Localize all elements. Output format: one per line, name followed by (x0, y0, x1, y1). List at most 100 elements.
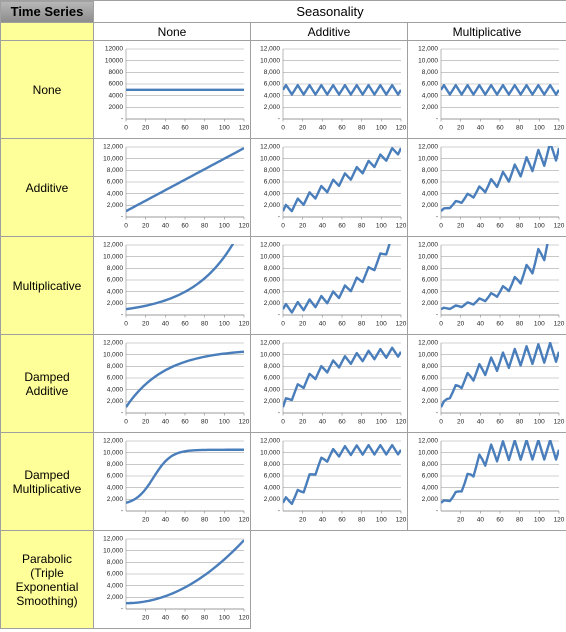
y-tick-label: 6,000 (263, 178, 280, 185)
series-line (282, 443, 401, 505)
x-tick-label: 80 (201, 320, 209, 327)
x-tick-label: 20 (142, 124, 150, 131)
x-tick-label: 120 (553, 418, 564, 425)
x-tick-label: 0 (439, 222, 443, 229)
chart-cell: - 2,000 4,000 6,000 8,000 10,000 12,000 0 20 40 60… (250, 138, 408, 237)
x-tick-label: 120 (395, 418, 406, 425)
column-header: None (93, 22, 251, 41)
chart-cell: - 2,000 4,000 6,000 8,000 10,000 12,000 0 20 40 60… (93, 334, 251, 433)
x-tick-label: 120 (238, 222, 249, 229)
y-tick-label: 6,000 (421, 178, 438, 185)
row-header: Damped Multiplicative (0, 432, 94, 531)
y-tick-label: 2,000 (263, 202, 280, 209)
y-tick-label: 8,000 (263, 461, 280, 468)
y-tick-label: 10,000 (418, 449, 438, 456)
y-tick-label: 2,000 (421, 398, 438, 405)
y-tick-label: - (435, 507, 437, 514)
x-tick-label: 60 (181, 124, 189, 131)
x-tick-label: 60 (338, 222, 346, 229)
y-tick-label: 6,000 (106, 472, 123, 479)
x-tick-label: 80 (358, 516, 366, 523)
y-tick-label: 4,000 (421, 92, 438, 99)
x-tick-label: 100 (375, 320, 386, 327)
y-tick-label: 10,000 (418, 155, 438, 162)
x-tick-label: 40 (161, 516, 169, 523)
x-tick-label: 0 (124, 124, 128, 131)
y-tick-label: 8,000 (421, 363, 438, 370)
chart-cell: - 2,000 4,000 6,000 8,000 10,000 12,000 20 40 60 8… (93, 432, 251, 531)
x-tick-label: 40 (161, 614, 169, 621)
x-tick-label: 80 (516, 124, 524, 131)
x-tick-label: 20 (299, 516, 307, 523)
x-tick-label: 100 (375, 418, 386, 425)
series-line (125, 243, 234, 310)
chart-cell: - 2,000 4,000 6,000 8,000 10,000 12,000 0 20 40 60… (250, 334, 408, 433)
y-tick-label: - (277, 409, 279, 416)
mini-chart: - 2,000 4,000 6,000 8,000 10,000 12,000 0 20 40 60… (103, 339, 250, 425)
x-tick-label: 20 (457, 418, 465, 425)
y-tick-label: 8,000 (106, 363, 123, 370)
x-tick-label: 20 (142, 222, 150, 229)
y-tick-label: - (120, 213, 122, 220)
chart-cell: - 2,000 4,000 6,000 8,000 10,000 12,000 0 20 40 60… (406, 334, 566, 433)
y-tick-label: 6,000 (106, 570, 123, 577)
x-tick-label: 20 (142, 516, 150, 523)
x-tick-label: 20 (299, 418, 307, 425)
y-tick-label: 12,000 (418, 45, 438, 52)
x-tick-label: 100 (218, 516, 229, 523)
x-tick-label: 100 (375, 124, 386, 131)
series-line (440, 83, 559, 96)
y-tick-label: 8,000 (106, 461, 123, 468)
y-tick-label: 10,000 (103, 351, 123, 358)
y-tick-label: 8,000 (263, 167, 280, 174)
y-tick-label: 2,000 (106, 594, 123, 601)
y-tick-label: 10,000 (103, 253, 123, 260)
x-tick-label: 40 (476, 320, 484, 327)
row-header: Damped Additive (0, 334, 94, 433)
y-tick-label: 4,000 (106, 288, 123, 295)
mini-chart: - 2,000 4,000 6,000 8,000 10,000 12,000 20 40 60 8… (260, 437, 407, 523)
x-tick-label: 80 (201, 516, 209, 523)
y-tick-label: - (435, 311, 437, 318)
x-tick-label: 20 (457, 320, 465, 327)
mini-chart: - 2,000 4,000 6,000 8,000 10,000 12,000 0 20 40 60… (260, 143, 407, 229)
x-tick-label: 20 (299, 320, 307, 327)
x-tick-label: 0 (281, 124, 285, 131)
series-line (282, 243, 391, 314)
y-tick-label: 10,000 (260, 155, 280, 162)
y-tick-label: 10,000 (260, 253, 280, 260)
mini-chart: - 2,000 4,000 6,000 8,000 10,000 12,000 0 20 40 60… (260, 339, 407, 425)
x-tick-label: 0 (439, 320, 443, 327)
x-tick-label: 80 (516, 418, 524, 425)
series-line (125, 448, 244, 504)
y-tick-label: 8,000 (106, 167, 123, 174)
y-tick-label: 12,000 (103, 143, 123, 150)
x-tick-label: 40 (476, 124, 484, 131)
chart-cell: - 2,000 4,000 6,000 8,000 10,000 12,000 0 20 40 60… (406, 40, 566, 139)
y-tick-label: - (277, 311, 279, 318)
y-tick-label: 4,000 (263, 92, 280, 99)
y-tick-label: 12,000 (260, 45, 280, 52)
x-tick-label: 40 (318, 222, 326, 229)
y-tick-label: 10,000 (260, 351, 280, 358)
x-tick-label: 60 (338, 124, 346, 131)
row-header: Multiplicative (0, 236, 94, 335)
x-tick-label: 100 (218, 320, 229, 327)
y-tick-label: 8,000 (263, 363, 280, 370)
y-tick-label: 12,000 (103, 535, 123, 542)
x-tick-label: 120 (238, 418, 249, 425)
blank-cell (408, 531, 566, 629)
x-tick-label: 0 (124, 320, 128, 327)
mini-chart: - 2,000 4,000 6,000 8,000 10,000 12,000 20 40 60 8… (418, 437, 565, 523)
series-line (125, 350, 244, 408)
y-tick-label: 6000 (108, 80, 123, 87)
y-tick-label: 12,000 (418, 339, 438, 346)
y-tick-label: 8,000 (421, 265, 438, 272)
mini-chart: - 2,000 4,000 6,000 8,000 10,000 12,000 0 20 40 60… (103, 143, 250, 229)
x-tick-label: 60 (496, 124, 504, 131)
x-tick-label: 20 (299, 222, 307, 229)
chart-cell: - 2,000 4,000 6,000 8,000 10,000 12,000 0 20 40 60… (406, 138, 566, 237)
x-tick-label: 100 (218, 614, 229, 621)
y-tick-label: 12,000 (260, 143, 280, 150)
